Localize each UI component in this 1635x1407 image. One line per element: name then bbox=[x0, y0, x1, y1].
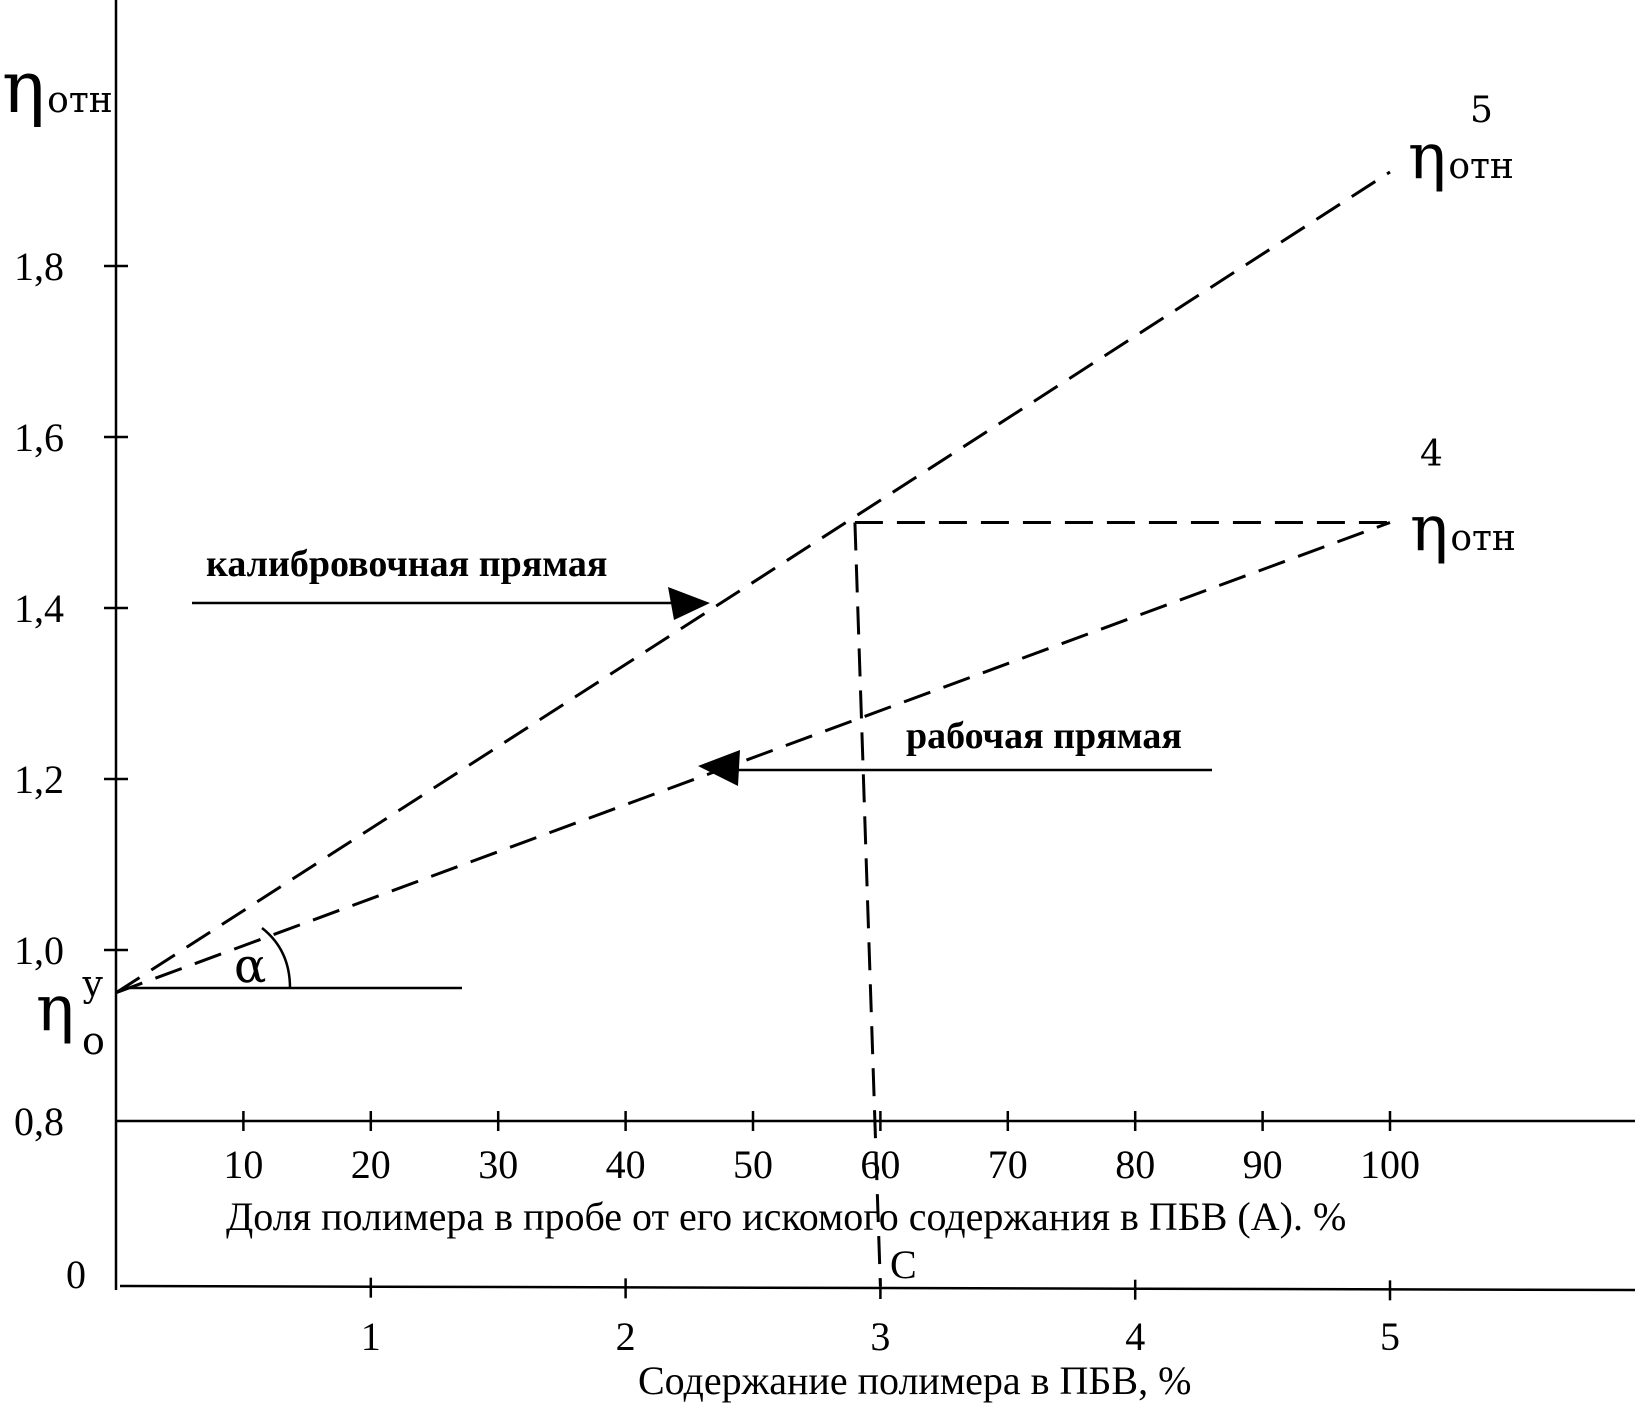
series-5-end-label: ηотн bbox=[1408, 120, 1514, 194]
series-4-end-label: ηотн bbox=[1410, 492, 1516, 566]
series-line-1 bbox=[115, 521, 1391, 995]
x-top-tick-label-6: 70 bbox=[988, 1142, 1028, 1187]
x-top-axis-label: Доля полимера в пробе от его искомого со… bbox=[226, 1194, 1346, 1239]
series-4-superscript: 4 bbox=[1420, 434, 1443, 475]
y-zero-label: 0 bbox=[66, 1252, 86, 1297]
series-line-0 bbox=[115, 170, 1391, 995]
x-bottom-ticks: 1 2 3 4 5 bbox=[361, 1277, 1400, 1359]
angle-alpha-label: α bbox=[234, 938, 266, 994]
y-tick-label-1: 1,0 bbox=[14, 928, 64, 973]
x-bottom-tick-label-4: 5 bbox=[1380, 1314, 1400, 1359]
y-tick-label-4: 1,6 bbox=[14, 415, 64, 460]
y-ticks: 0,8 1,0 1,2 1,4 1,6 1,8 bbox=[14, 244, 128, 1144]
working-arrow-head bbox=[698, 750, 740, 786]
x-bottom-tick-label-0: 1 bbox=[361, 1314, 381, 1359]
origin-label-subscript: о bbox=[82, 1019, 105, 1063]
x-top-tick-label-3: 40 bbox=[606, 1142, 646, 1187]
origin-label: η bbox=[36, 972, 74, 1046]
x-top-tick-label-9: 100 bbox=[1360, 1142, 1420, 1187]
y-tick-label-5: 1,8 bbox=[14, 244, 64, 289]
calibration-line-label: калибровочная прямая bbox=[206, 543, 608, 585]
guide-lines bbox=[853, 521, 1390, 1287]
x-top-tick-label-1: 20 bbox=[351, 1142, 391, 1187]
x-bottom-axis-label: Содержание полимера в ПБВ, % bbox=[638, 1358, 1191, 1403]
x-top-ticks: 10 20 30 40 50 60 70 80 90 100 bbox=[223, 1111, 1420, 1187]
origin-label-superscript: у bbox=[82, 964, 103, 1005]
x-top-tick-label-4: 50 bbox=[733, 1142, 773, 1187]
x-top-tick-label-5: 60 bbox=[860, 1142, 900, 1187]
y-axis-label: ηотн bbox=[2, 45, 113, 129]
x-bottom-tick-label-2: 3 bbox=[870, 1314, 890, 1359]
x-bottom-tick-label-1: 2 bbox=[616, 1314, 636, 1359]
y-tick-label-0: 0,8 bbox=[14, 1099, 64, 1144]
series-lines bbox=[115, 170, 1391, 995]
series-5-superscript: 5 bbox=[1470, 90, 1493, 131]
intersection-vertical-guide bbox=[853, 522, 882, 1287]
x-top-tick-label-0: 10 bbox=[223, 1142, 263, 1187]
angle-arc bbox=[261, 927, 292, 989]
x-top-tick-label-8: 90 bbox=[1243, 1142, 1283, 1187]
y-tick-label-3: 1,4 bbox=[14, 586, 64, 631]
x-top-tick-label-2: 30 bbox=[478, 1142, 518, 1187]
calibration-arrow-head bbox=[668, 587, 710, 620]
x-top-tick-label-7: 80 bbox=[1115, 1142, 1155, 1187]
x-bottom-tick-label-3: 4 bbox=[1125, 1314, 1145, 1359]
c-marker-label: С bbox=[890, 1242, 917, 1287]
working-line-label: рабочая прямая bbox=[906, 715, 1182, 757]
x-axis-bottom bbox=[119, 1284, 1635, 1292]
y-tick-label-2: 1,2 bbox=[14, 757, 64, 802]
